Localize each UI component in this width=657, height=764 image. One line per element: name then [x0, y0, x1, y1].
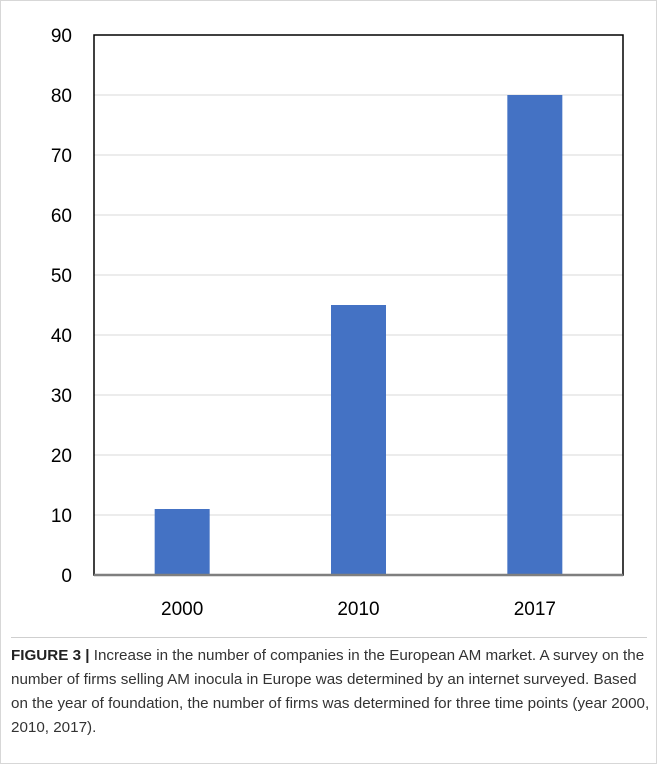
- bar-chart: 0 10 20 30 40 50 60 70 80 90 2000 2010 2017: [51, 26, 624, 620]
- y-tick-label: 50: [51, 266, 72, 287]
- figure-caption: FIGURE 3 | Increase in the number of com…: [11, 644, 651, 740]
- x-tick-labels: 2000 2010 2017: [161, 599, 556, 620]
- y-tick-label: 30: [51, 386, 72, 407]
- bars: [154, 95, 563, 575]
- y-tick-labels: 0 10 20 30 40 50 60 70 80 90: [51, 26, 72, 587]
- bar-2010: [331, 305, 386, 575]
- x-tick-label: 2000: [161, 599, 203, 620]
- x-tick-label: 2017: [514, 599, 556, 620]
- y-tick-label: 90: [51, 26, 72, 47]
- y-tick-label: 70: [51, 146, 72, 167]
- y-tick-label: 60: [51, 206, 72, 227]
- x-tick-label: 2010: [337, 599, 379, 620]
- axes: [93, 34, 624, 577]
- y-tick-label: 40: [51, 326, 72, 347]
- bar-2017: [507, 95, 563, 575]
- y-tick-label: 10: [51, 506, 72, 527]
- bar-2000: [154, 509, 210, 575]
- y-tick-label: 20: [51, 446, 72, 467]
- y-tick-label: 0: [61, 566, 72, 587]
- caption-divider: [11, 637, 647, 638]
- y-tick-label: 80: [51, 86, 72, 107]
- caption-text: Increase in the number of companies in t…: [11, 647, 650, 736]
- figure-label: FIGURE 3 |: [11, 647, 90, 664]
